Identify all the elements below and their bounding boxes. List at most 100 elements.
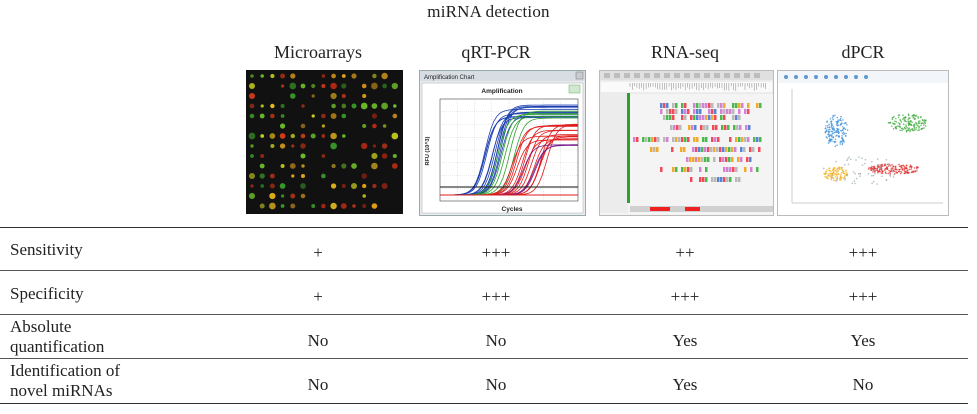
array-spot [300,83,306,89]
droplet-point [893,173,896,176]
droplet-point [904,116,907,119]
droplet-point [836,171,838,174]
droplet-point [835,160,837,163]
droplet-point [832,169,834,171]
droplet-point [895,117,897,120]
droplet-point [889,175,892,177]
droplet-point [842,131,845,134]
droplet-point [830,126,833,128]
droplet-point [855,159,857,161]
label-line: Absolute [10,317,72,336]
droplet-point [885,163,887,166]
qpcr-window-title: Amplification Chart [424,75,475,81]
droplet-point [840,130,843,132]
array-spot [321,154,326,158]
droplet-point [832,126,835,128]
array-spot [371,162,378,170]
droplet-point [823,172,825,175]
droplet-point [831,130,834,133]
droplet-point [832,132,835,135]
droplet-point [826,126,829,129]
droplet-point [840,115,842,118]
droplet-point [841,132,844,135]
microarray-image [246,70,403,214]
droplet-point [832,115,835,118]
droplet-point [828,141,831,143]
array-spot [393,104,397,108]
droplet-point [888,169,890,172]
dpcr-scatter-image [777,70,949,216]
array-spot [391,82,398,90]
droplet-point [837,124,840,127]
array-spot [248,172,256,180]
array-spot [270,143,275,149]
cell-specificity-rna-seq: +++ [670,287,700,306]
droplet-point [891,125,893,128]
droplet-point [830,134,833,137]
droplet-point [892,170,894,173]
droplet-point [828,135,831,138]
droplet-point [870,167,872,170]
droplet-point [916,124,919,127]
array-spot [381,72,388,80]
droplet-point [845,132,847,135]
array-spot [371,152,378,160]
droplet-point [834,170,837,172]
array-spot [382,124,387,128]
array-spot [279,133,286,139]
droplet-point [836,128,839,131]
droplet-point [902,167,904,170]
droplet-point [924,120,927,122]
droplet-point [826,121,828,123]
droplet-point [870,174,873,177]
droplet-point [845,169,847,172]
droplet-point [892,116,894,119]
droplet-point [877,170,880,172]
array-spot [391,132,399,140]
droplet-point [832,140,834,143]
column-header-rna-seq: RNA-seq [651,42,719,62]
droplet-point [914,118,917,120]
array-spot [311,94,315,98]
droplet-point [887,121,890,124]
droplet-point [857,173,860,175]
droplet-point [873,167,876,170]
array-spot [310,133,316,139]
droplet-point [910,166,913,169]
cell-sensitivity-rna-seq: ++ [675,243,695,262]
array-spot [311,83,316,89]
droplet-point [874,172,876,175]
droplet-point [906,169,909,172]
droplet-point [908,123,911,126]
droplet-point [827,173,830,175]
droplet-point [827,133,829,136]
array-spot [248,132,256,140]
droplet-point [847,157,849,160]
droplet-point [828,131,830,134]
row-divider [0,314,968,315]
droplet-point [901,129,903,132]
droplet-point [835,124,838,126]
droplet-point [892,123,895,125]
droplet-point [834,174,836,176]
droplet-point [834,176,837,178]
droplet-point [905,124,907,126]
droplet-point [847,163,850,166]
array-spot [330,113,337,119]
droplet-point [834,140,836,143]
cell-sensitivity-microarrays: + [313,243,323,262]
droplet-point [872,171,874,173]
dropdown-arrow-icon [575,71,584,80]
droplet-point [922,122,925,125]
droplet-point [876,167,878,170]
droplet-point [844,164,846,166]
label-line: novel miRNAs [10,381,113,400]
array-spot [382,83,387,89]
droplet-point [911,129,914,132]
droplet-point [841,142,844,144]
array-spot [280,114,285,118]
droplet-point [894,120,896,123]
droplet-point [912,171,914,173]
array-spot [280,73,286,79]
droplet-point [903,172,906,175]
